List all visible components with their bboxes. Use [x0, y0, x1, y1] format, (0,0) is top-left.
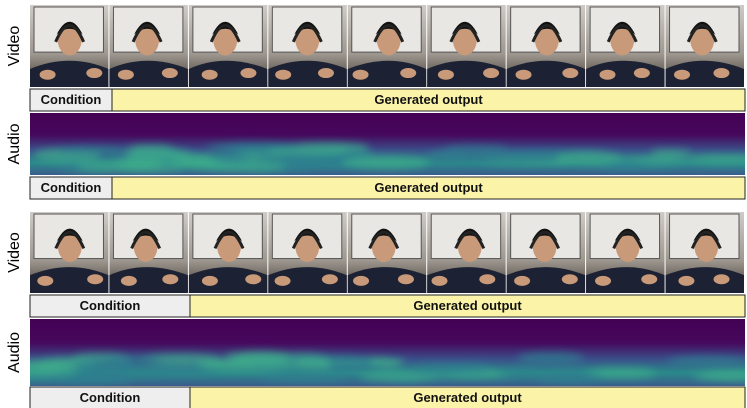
energy-blob: [74, 359, 133, 372]
energy-blob: [497, 368, 538, 376]
hand: [714, 274, 730, 284]
energy-blob: [327, 360, 372, 370]
hand: [562, 274, 578, 284]
generated-label: Generated output: [374, 92, 483, 107]
hand: [40, 70, 56, 80]
condition-label: Condition: [41, 92, 102, 107]
figure: Video Audio Condition Generated output Condi…: [0, 0, 747, 408]
energy-blob: [253, 154, 347, 164]
audio-label: Audio: [6, 332, 23, 373]
energy-blob: [650, 149, 691, 156]
energy-blob: [409, 364, 470, 375]
hand: [118, 70, 134, 80]
condition-label: Condition: [80, 298, 141, 313]
energy-blob: [342, 156, 429, 169]
hand: [121, 276, 137, 286]
hand: [674, 70, 690, 80]
hand: [400, 68, 416, 78]
hand: [275, 276, 291, 286]
hand: [398, 274, 414, 284]
hand: [641, 274, 657, 284]
hand: [245, 274, 261, 284]
energy-blob: [56, 147, 125, 155]
hand: [432, 276, 448, 286]
energy-blob: [556, 151, 623, 164]
audio-label: Audio: [6, 123, 23, 164]
energy-blob: [517, 352, 584, 364]
hand: [678, 276, 694, 286]
hand: [438, 70, 454, 80]
hand: [240, 68, 256, 78]
hand: [202, 70, 218, 80]
hand: [595, 276, 611, 286]
energy-blob: [125, 148, 190, 161]
hand: [322, 274, 338, 284]
energy-blob: [198, 359, 292, 371]
hand: [162, 68, 178, 78]
hand: [86, 68, 102, 78]
video-label: Video: [6, 232, 23, 273]
condition-label: Condition: [80, 390, 141, 405]
condition-label: Condition: [41, 180, 102, 195]
hand: [318, 68, 334, 78]
hand: [514, 276, 530, 286]
hand: [516, 70, 532, 80]
hand: [275, 70, 291, 80]
energy-blob: [268, 147, 347, 155]
hand: [634, 68, 650, 78]
hand: [713, 68, 729, 78]
hand: [162, 274, 178, 284]
hand: [87, 274, 103, 284]
hand: [37, 276, 53, 286]
hand: [483, 68, 499, 78]
energy-blob: [667, 356, 747, 367]
hand: [479, 274, 495, 284]
energy-blob: [466, 151, 564, 164]
generated-label: Generated output: [413, 298, 522, 313]
video-label: Video: [6, 26, 23, 67]
hand: [202, 276, 218, 286]
hand: [353, 276, 369, 286]
generated-label: Generated output: [374, 180, 483, 195]
hand: [353, 70, 369, 80]
hand: [600, 70, 616, 80]
energy-blob: [259, 373, 347, 382]
generated-label: Generated output: [413, 390, 522, 405]
energy-blob: [210, 162, 286, 171]
hand: [562, 68, 578, 78]
energy-blob: [536, 371, 603, 384]
